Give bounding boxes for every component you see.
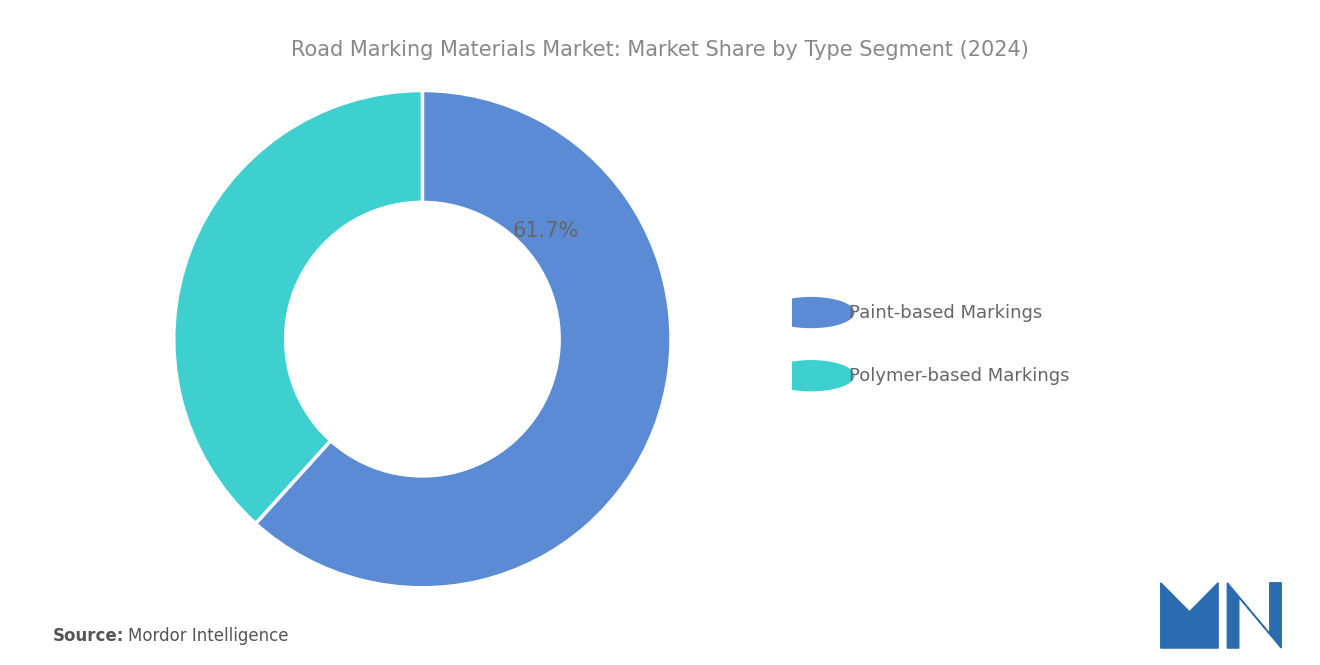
Wedge shape: [174, 90, 422, 523]
Text: Road Marking Materials Market: Market Share by Type Segment (2024): Road Marking Materials Market: Market Sh…: [292, 40, 1028, 60]
Wedge shape: [256, 90, 671, 588]
Text: 61.7%: 61.7%: [512, 221, 579, 241]
Polygon shape: [1160, 583, 1218, 648]
Circle shape: [768, 360, 854, 390]
Text: Polymer-based Markings: Polymer-based Markings: [849, 366, 1069, 385]
Text: Source:: Source:: [53, 627, 124, 645]
Text: Mordor Intelligence: Mordor Intelligence: [128, 627, 289, 645]
Text: Paint-based Markings: Paint-based Markings: [849, 303, 1043, 322]
Circle shape: [768, 298, 854, 327]
Polygon shape: [1228, 583, 1282, 648]
